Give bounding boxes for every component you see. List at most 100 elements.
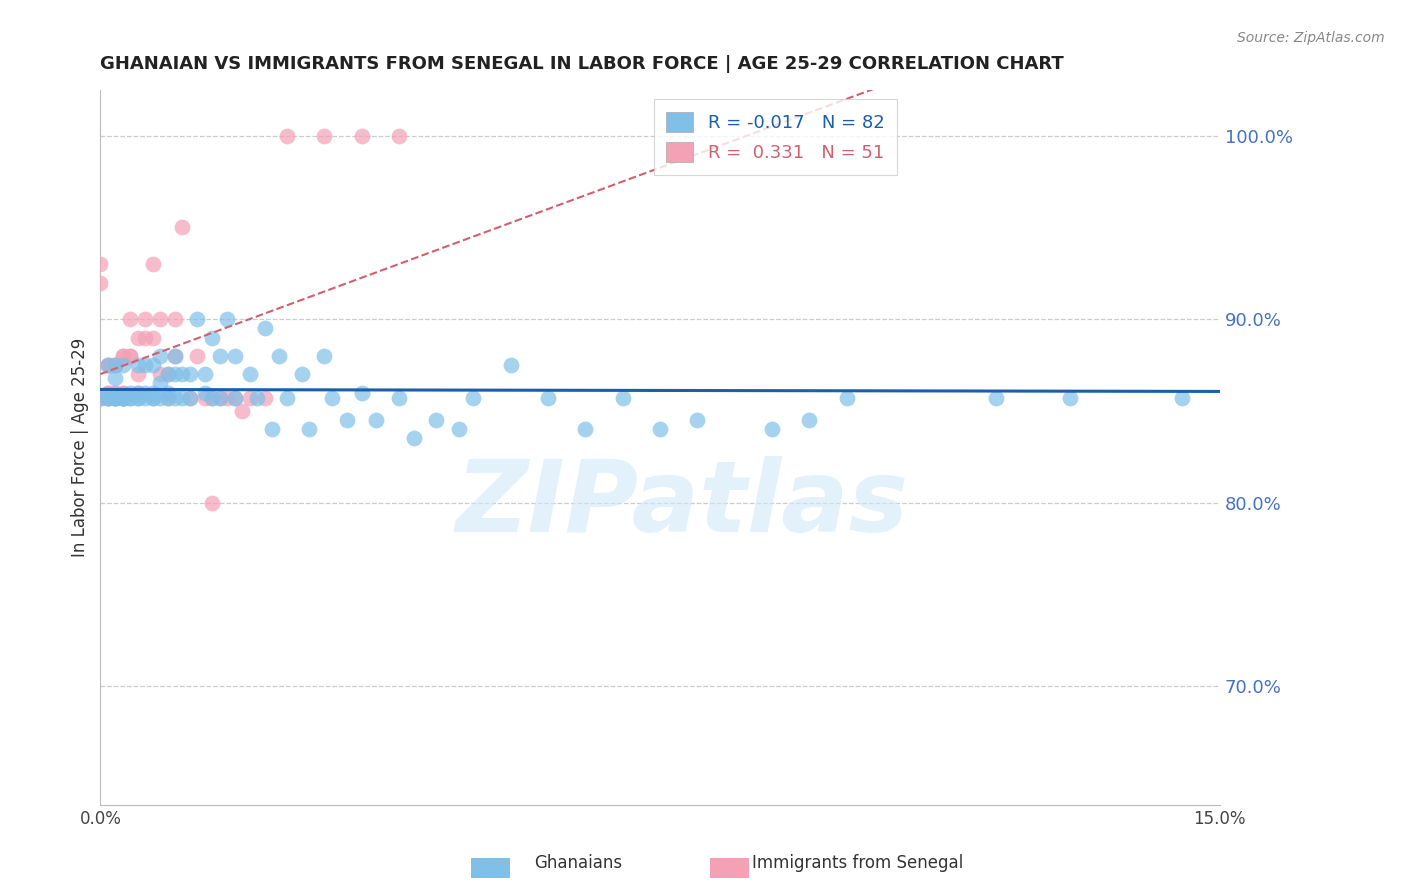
Point (321, 391, 343, 405)
Point (111, 391, 134, 405)
Point (111, 385, 134, 400)
Point (276, 391, 298, 405)
Point (134, 391, 156, 405)
Point (208, 391, 231, 405)
Point (89, 391, 111, 405)
Point (835, 391, 858, 405)
Point (127, 358, 149, 372)
Point (163, 391, 186, 405)
Point (111, 358, 134, 372)
Point (208, 391, 231, 405)
Point (111, 391, 134, 405)
Point (97, 391, 120, 405)
Text: ZIPatlas: ZIPatlas (456, 456, 910, 553)
Point (156, 391, 179, 405)
Point (97, 385, 120, 400)
Point (201, 330, 224, 344)
Point (156, 367, 179, 381)
Legend: R = -0.017   N = 82, R =  0.331   N = 51: R = -0.017 N = 82, R = 0.331 N = 51 (654, 99, 897, 175)
Point (163, 312, 186, 326)
Point (104, 358, 127, 372)
Point (111, 349, 134, 363)
Point (1171, 391, 1194, 405)
Point (111, 391, 134, 405)
Point (163, 349, 186, 363)
Point (104, 391, 127, 405)
Point (142, 358, 165, 372)
Point (425, 413, 447, 427)
Point (104, 391, 127, 405)
Point (224, 391, 246, 405)
Point (179, 391, 201, 405)
Point (142, 385, 165, 400)
Point (447, 422, 470, 436)
Point (89, 391, 111, 405)
Point (89, 391, 111, 405)
Point (97, 358, 120, 372)
Point (149, 349, 172, 363)
Point (172, 220, 194, 235)
Point (127, 391, 149, 405)
Point (120, 312, 142, 326)
Point (97, 391, 120, 405)
Point (163, 367, 186, 381)
Point (239, 367, 262, 381)
Point (217, 312, 239, 326)
Point (111, 349, 134, 363)
Point (388, 391, 411, 405)
Point (127, 330, 149, 344)
Point (246, 391, 269, 405)
Point (120, 391, 142, 405)
Point (104, 358, 127, 372)
Point (89, 276, 111, 290)
Text: Ghanaians: Ghanaians (534, 855, 623, 872)
Point (224, 349, 246, 363)
Point (172, 367, 194, 381)
Point (388, 128, 411, 143)
Point (104, 391, 127, 405)
Point (142, 257, 165, 271)
Point (104, 371, 127, 385)
Point (260, 422, 283, 436)
Point (127, 391, 149, 405)
Point (463, 391, 485, 405)
Point (179, 367, 201, 381)
Point (111, 391, 134, 405)
Point (134, 358, 156, 372)
Point (97, 358, 120, 372)
Point (298, 422, 321, 436)
Point (142, 391, 165, 405)
Point (97, 358, 120, 372)
Point (194, 385, 217, 400)
Point (291, 367, 314, 381)
Point (231, 404, 253, 418)
Point (201, 391, 224, 405)
Point (276, 128, 298, 143)
Point (253, 391, 276, 405)
Point (350, 385, 373, 400)
Point (156, 367, 179, 381)
Point (253, 321, 276, 335)
Point (648, 422, 671, 436)
Point (172, 391, 194, 405)
Point (120, 349, 142, 363)
Point (142, 330, 165, 344)
Point (127, 367, 149, 381)
Point (208, 349, 231, 363)
Point (537, 391, 560, 405)
Point (499, 358, 522, 372)
Point (104, 385, 127, 400)
Point (97, 385, 120, 400)
Text: Immigrants from Senegal: Immigrants from Senegal (752, 855, 963, 872)
Point (120, 385, 142, 400)
Point (156, 391, 179, 405)
Point (201, 495, 224, 509)
Point (156, 385, 179, 400)
Point (224, 391, 246, 405)
Point (134, 330, 156, 344)
Point (612, 391, 634, 405)
Point (194, 367, 217, 381)
Point (574, 422, 596, 436)
Point (120, 349, 142, 363)
Point (149, 367, 172, 381)
